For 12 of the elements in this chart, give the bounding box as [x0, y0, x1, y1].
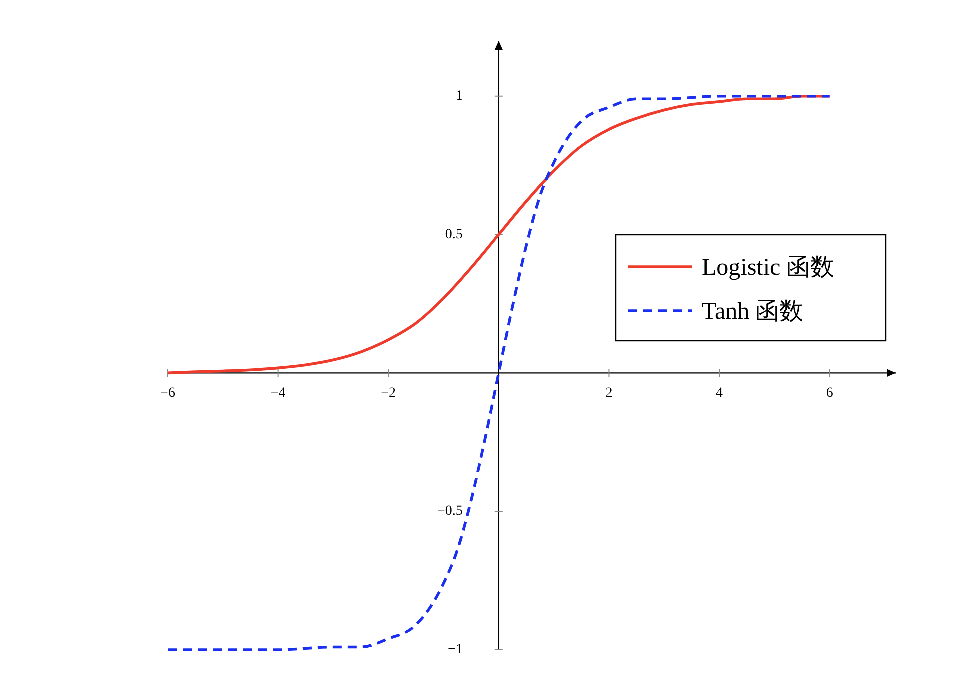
y-tick-label: −1 — [448, 642, 463, 658]
x-tick-label: −4 — [270, 386, 286, 402]
legend-label: Tanh 函数 — [702, 299, 804, 325]
legend-label: Logistic 函数 — [702, 255, 835, 281]
y-tick-label: −0.5 — [438, 504, 463, 520]
x-tick-label: 2 — [606, 386, 613, 402]
x-tick-label: 6 — [826, 386, 834, 402]
x-tick-label: −6 — [160, 386, 176, 402]
y-tick-label: 0.5 — [445, 227, 463, 242]
y-tick-label: 1 — [456, 88, 463, 104]
x-tick-label: 4 — [716, 386, 724, 402]
x-tick-label: −2 — [381, 386, 396, 402]
